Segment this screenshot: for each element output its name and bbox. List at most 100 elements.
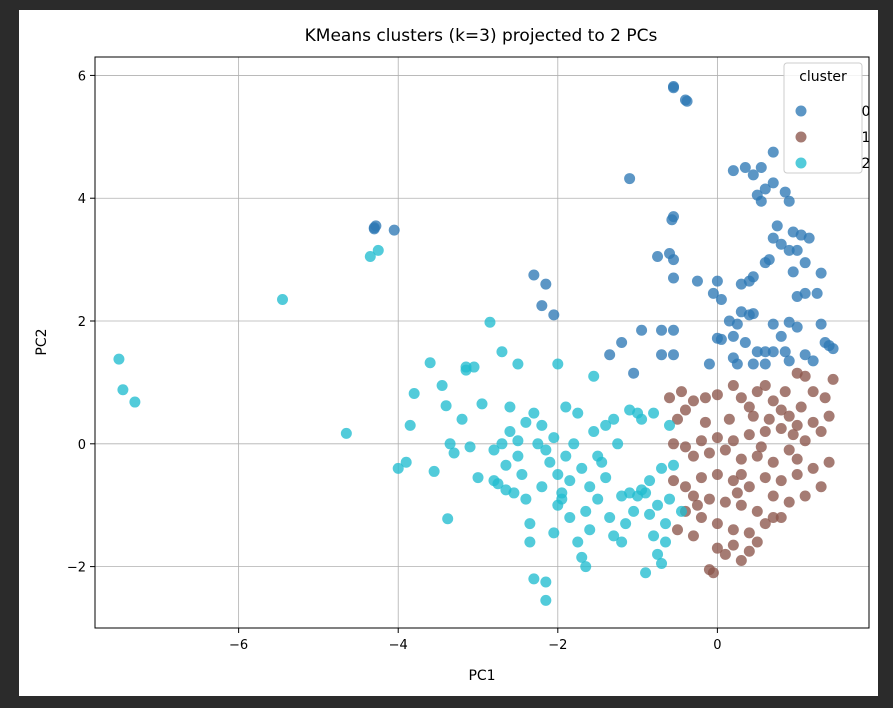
scatter-point-cluster-1 [791, 469, 803, 481]
scatter-point-cluster-2 [564, 475, 576, 487]
scatter-point-cluster-1 [711, 542, 723, 554]
scatter-point-cluster-0 [751, 346, 763, 358]
scatter-point-cluster-2 [592, 493, 604, 505]
scatter-point-cluster-1 [719, 444, 731, 456]
y-tick-label: 4 [78, 192, 86, 207]
scatter-point-cluster-0 [548, 309, 560, 321]
scatter-point-cluster-2 [504, 401, 516, 413]
scatter-point-cluster-1 [703, 447, 715, 459]
chart-title: KMeans clusters (k=3) projected to 2 PCs [305, 26, 658, 46]
scatter-point-cluster-2 [536, 481, 548, 493]
scatter-point-cluster-1 [695, 511, 707, 523]
scatter-point-cluster-2 [456, 413, 468, 425]
scatter-point-cluster-1 [711, 389, 723, 401]
y-tick-label: −2 [67, 561, 86, 576]
scatter-point-cluster-1 [807, 386, 819, 398]
scatter-point-cluster-2 [484, 316, 496, 328]
scatter-point-cluster-0 [807, 355, 819, 367]
scatter-point-cluster-2 [584, 481, 596, 493]
scatter-point-cluster-1 [807, 462, 819, 474]
scatter-point-cluster-2 [448, 447, 460, 459]
scatter-point-cluster-1 [691, 499, 703, 511]
scatter-point-cluster-2 [652, 548, 664, 560]
scatter-point-cluster-1 [767, 511, 779, 523]
scatter-point-cluster-0 [783, 316, 795, 328]
scatter-point-cluster-1 [799, 370, 811, 382]
scatter-point-cluster-2 [444, 438, 456, 450]
scatter-point-cluster-1 [735, 453, 747, 465]
scatter-point-cluster-2 [624, 404, 636, 416]
scatter-point-cluster-2 [516, 469, 528, 481]
scatter-point-cluster-2 [648, 407, 660, 419]
scatter-point-cluster-2 [608, 413, 620, 425]
scatter-point-cluster-2 [440, 400, 452, 412]
scatter-point-cluster-0 [779, 346, 791, 358]
scatter-point-cluster-0 [759, 358, 771, 370]
scatter-point-cluster-2 [675, 505, 687, 517]
scatter-point-cluster-1 [727, 539, 739, 551]
scatter-point-cluster-2 [544, 456, 556, 468]
scatter-point-cluster-0 [747, 308, 759, 320]
scatter-point-cluster-2 [616, 536, 628, 548]
scatter-point-cluster-0 [604, 349, 616, 361]
scatter-point-cluster-2 [392, 462, 404, 474]
scatter-point-cluster-0 [703, 358, 715, 370]
scatter-point-cluster-0 [715, 333, 727, 345]
scatter-point-cluster-1 [791, 419, 803, 431]
scatter-point-cluster-1 [727, 435, 739, 447]
scatter-point-cluster-0 [747, 169, 759, 181]
scatter-point-cluster-1 [783, 444, 795, 456]
scatter-point-cluster-2 [660, 518, 672, 530]
scatter-point-cluster-1 [799, 435, 811, 447]
scatter-point-cluster-2 [496, 438, 508, 450]
scatter-point-cluster-1 [679, 481, 691, 493]
scatter-point-cluster-2 [552, 358, 564, 370]
scatter-point-cluster-0 [707, 287, 719, 299]
scatter-point-cluster-2 [612, 438, 624, 450]
scatter-point-cluster-0 [616, 337, 628, 348]
scatter-point-cluster-2 [472, 472, 484, 484]
scatter-point-cluster-0 [755, 162, 767, 174]
scatter-point-cluster-1 [703, 493, 715, 505]
scatter-point-cluster-1 [671, 413, 683, 425]
scatter-point-cluster-2 [340, 427, 352, 439]
scatter-point-cluster-2 [660, 536, 672, 548]
scatter-point-cluster-1 [664, 392, 676, 404]
y-tick-label: 0 [78, 438, 86, 453]
scatter-point-cluster-2 [588, 370, 600, 382]
scatter-point-cluster-2 [512, 450, 524, 462]
scatter-point-cluster-1 [763, 413, 775, 425]
scatter-point-cluster-1 [751, 386, 763, 398]
scatter-point-cluster-1 [743, 545, 755, 557]
figure: KMeans clusters (k=3) projected to 2 PCs… [19, 10, 878, 696]
scatter-point-cluster-0 [775, 330, 787, 342]
legend-title: cluster [799, 69, 847, 85]
scatter-point-cluster-0 [775, 238, 787, 250]
x-tick-label: −2 [548, 638, 567, 653]
scatter-point-cluster-0 [771, 220, 783, 232]
scatter-point-cluster-2 [520, 416, 532, 428]
scatter-point-cluster-2 [564, 511, 576, 523]
legend-label-1: 1 [862, 130, 871, 146]
scatter-point-cluster-1 [671, 524, 683, 536]
scatter-point-cluster-2 [540, 594, 552, 606]
scatter-point-cluster-0 [803, 232, 815, 244]
scatter-point-cluster-1 [779, 386, 791, 398]
scatter-point-cluster-1 [827, 373, 839, 385]
scatter-point-cluster-0 [731, 318, 743, 330]
legend: cluster 0 1 2 [783, 62, 871, 174]
scatter-point-cluster-0 [540, 278, 552, 290]
scatter-point-cluster-1 [687, 490, 699, 502]
legend-marker-0 [795, 105, 807, 117]
scatter-point-cluster-0 [668, 82, 680, 94]
y-axis-label: PC2 [34, 328, 50, 355]
scatter-point-cluster-1 [679, 404, 691, 416]
y-tick-label: 6 [78, 69, 86, 84]
scatter-point-cluster-2 [668, 459, 680, 471]
scatter-point-cluster-1 [783, 410, 795, 422]
scatter-point-cluster-2 [556, 487, 568, 499]
scatter-point-cluster-0 [827, 343, 839, 355]
scatter-point-cluster-0 [799, 349, 811, 361]
scatter-point-cluster-2 [664, 419, 676, 431]
scatter-point-cluster-1 [767, 456, 779, 468]
